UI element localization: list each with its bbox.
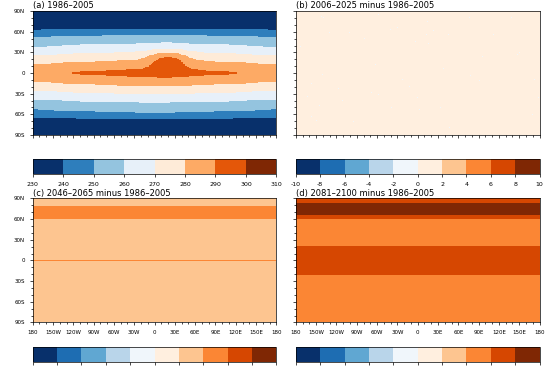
Text: (a) 1986–2005: (a) 1986–2005 xyxy=(33,1,93,10)
Text: (d) 2081–2100 minus 1986–2005: (d) 2081–2100 minus 1986–2005 xyxy=(296,189,434,198)
Text: (b) 2006–2025 minus 1986–2005: (b) 2006–2025 minus 1986–2005 xyxy=(296,1,434,10)
Text: (c) 2046–2065 minus 1986–2005: (c) 2046–2065 minus 1986–2005 xyxy=(33,189,171,198)
